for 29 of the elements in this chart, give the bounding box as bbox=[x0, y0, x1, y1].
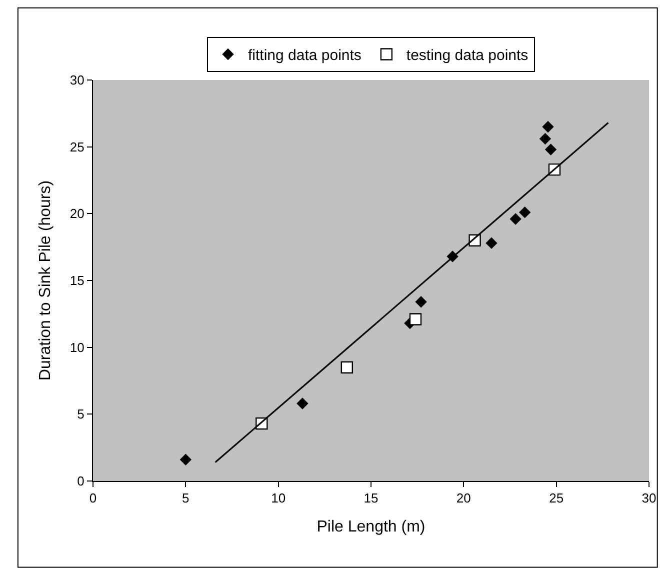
x-tick-label: 5 bbox=[182, 490, 190, 506]
x-tick-label: 30 bbox=[642, 490, 656, 506]
x-tick-label: 0 bbox=[89, 490, 97, 506]
point bbox=[510, 213, 522, 225]
y-tick-label: 5 bbox=[77, 406, 84, 422]
legend-label: fitting data points bbox=[248, 47, 362, 64]
point bbox=[340, 361, 354, 374]
y-tick-label: 25 bbox=[70, 139, 84, 154]
point bbox=[544, 144, 557, 156]
y-tick-label: 15 bbox=[70, 273, 84, 288]
x-tick-label: 20 bbox=[456, 490, 471, 506]
point bbox=[180, 454, 192, 466]
y-axis-title: Duration to Sink Pile (hours) bbox=[36, 180, 54, 381]
point bbox=[296, 398, 308, 410]
y-tick-label: 30 bbox=[70, 72, 84, 88]
y-tick-label: 0 bbox=[77, 474, 84, 489]
point bbox=[486, 237, 498, 249]
point bbox=[539, 132, 552, 145]
y-tick-label: 20 bbox=[70, 206, 84, 222]
point bbox=[409, 313, 422, 326]
point bbox=[542, 120, 554, 133]
x-tick-label: 25 bbox=[549, 490, 564, 506]
legend-label: testing data points bbox=[406, 47, 528, 64]
x-axis-title: Pile Length (m) bbox=[316, 518, 426, 536]
y-tick-label: 10 bbox=[70, 340, 84, 355]
point bbox=[415, 296, 427, 308]
x-tick-label: 10 bbox=[271, 490, 286, 506]
point bbox=[518, 206, 531, 218]
x-tick-label: 15 bbox=[364, 490, 378, 506]
